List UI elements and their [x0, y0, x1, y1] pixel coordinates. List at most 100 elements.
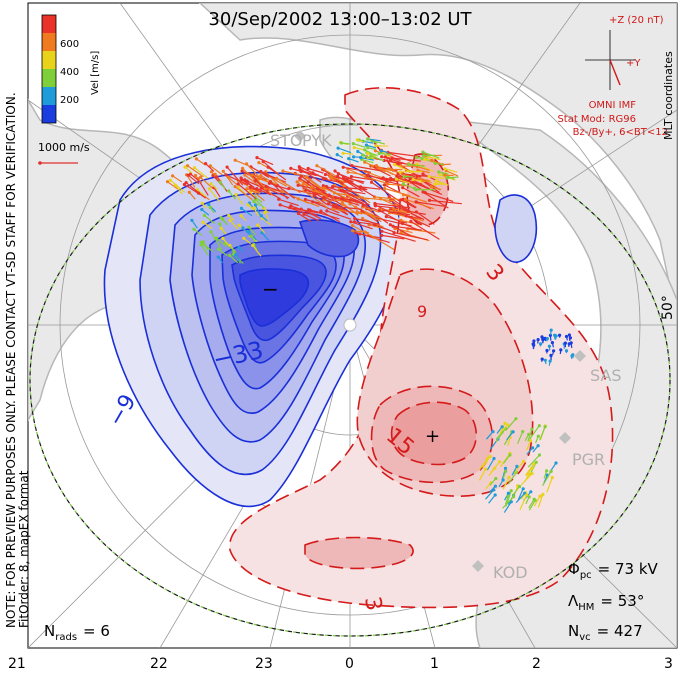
velocity-vector-origin — [334, 203, 338, 207]
velocity-vector — [187, 165, 204, 178]
velocity-vector-origin — [346, 170, 350, 174]
mlt-tick-23: 23 — [255, 656, 273, 672]
velocity-vector — [370, 165, 391, 177]
imf-y-label: +Y — [626, 58, 641, 69]
velocity-vector — [502, 496, 515, 509]
colorbar-label: Vel [m/s] — [90, 51, 101, 95]
velocity-vector-origin — [296, 197, 300, 201]
velocity-vector-origin — [213, 172, 217, 176]
velocity-vector-origin — [529, 439, 533, 443]
velocity-vector — [410, 220, 440, 240]
velocity-vector — [354, 147, 365, 151]
velocity-vector-origin — [201, 242, 206, 246]
velocity-vector — [298, 198, 320, 208]
velocity-vector — [517, 488, 524, 501]
mlt-tick-22: 22 — [150, 656, 168, 672]
velocity-vector — [313, 194, 328, 205]
velocity-vector-origin — [281, 169, 285, 173]
velocity-vector — [486, 458, 495, 471]
imf-model-line-2: Stat Mod: RG96 — [557, 114, 636, 125]
velocity-vector — [355, 232, 390, 244]
velocity-vector-origin — [430, 158, 434, 163]
velocity-vector-origin — [373, 203, 377, 207]
velocity-vector — [542, 470, 552, 487]
map-title: 30/Sep/2002 13:00–13:02 UT — [208, 9, 472, 30]
velocity-vector-origin — [529, 490, 533, 494]
velocity-vector-origin — [252, 206, 256, 210]
velocity-vector — [349, 203, 382, 223]
velocity-vector-origin — [251, 243, 255, 247]
velocity-vector-origin — [532, 339, 536, 343]
velocity-vector-origin — [233, 185, 237, 189]
velocity-vector — [172, 175, 183, 183]
velocity-vector — [478, 458, 489, 471]
velocity-vector — [185, 182, 200, 194]
velocity-vector-origin — [351, 142, 355, 146]
velocity-vector-origin — [186, 173, 190, 177]
velocity-vector-origin — [380, 155, 384, 159]
velocity-vector — [379, 152, 392, 156]
velocity-vector — [539, 426, 546, 441]
velocity-vector-origin — [309, 185, 314, 189]
velocity-vector — [426, 156, 441, 161]
velocity-vector-origin — [200, 201, 204, 205]
velocity-vector-origin — [412, 186, 417, 190]
velocity-vector-origin — [563, 341, 568, 345]
velocity-vector-origin — [256, 223, 260, 227]
colorbar-tick-200: 200 — [60, 95, 79, 106]
velocity-vector-origin — [326, 202, 330, 206]
velocity-vector-origin — [429, 185, 433, 189]
latitude-label: 50° — [660, 295, 676, 320]
station-label-pgr: PGR — [572, 450, 605, 469]
velocity-vector — [299, 166, 314, 174]
velocity-vector — [329, 175, 346, 184]
velocity-vector-origin — [241, 226, 245, 230]
stats-panel: Φpc = 73 kV ΛHM = 53° Nvc = 427 Nrads = 6 — [44, 560, 659, 643]
velocity-vector-origin — [361, 203, 365, 207]
velocity-vector — [356, 211, 382, 219]
velocity-vector-origin — [433, 161, 437, 165]
velocity-vector-origin — [339, 141, 343, 145]
velocity-vector — [351, 176, 376, 181]
velocity-vector — [200, 176, 213, 189]
velocity-vector — [343, 166, 372, 173]
velocity-vector-origin — [493, 466, 497, 470]
velocity-vector-origin — [351, 224, 355, 228]
velocity-vector — [366, 208, 389, 224]
velocity-vector-origin — [543, 358, 547, 362]
velocity-vector — [402, 222, 418, 231]
velocity-vector — [505, 418, 517, 432]
velocity-vector — [385, 156, 401, 161]
velocity-vector-origin — [518, 484, 522, 489]
velocity-vector-origin — [340, 197, 344, 201]
velocity-vector-origin — [267, 181, 271, 185]
velocity-vector — [213, 187, 221, 198]
velocity-vector-origin — [335, 153, 339, 157]
velocity-vector-origin — [343, 177, 347, 181]
station-markers — [294, 130, 586, 572]
velocity-vector-origin — [527, 432, 531, 436]
velocity-vector — [393, 210, 412, 219]
velocity-vector-origin — [374, 164, 379, 168]
velocity-vector-origin — [331, 185, 335, 189]
velocity-vector — [186, 174, 196, 188]
velocity-vector — [305, 189, 333, 199]
velocity-vector-origin — [547, 344, 552, 348]
velocity-vector-origin — [559, 348, 563, 352]
velocity-vector — [203, 243, 214, 253]
velocity-vector — [397, 177, 424, 186]
imf-model-line-1: OMNI IMF — [589, 100, 637, 111]
velocity-vector-origin — [492, 456, 496, 461]
velocity-vector — [251, 189, 265, 202]
velocity-vector-origin — [414, 155, 418, 159]
velocity-vector — [478, 468, 487, 481]
station-label-sas: SAS — [590, 366, 622, 385]
velocity-vector — [445, 168, 458, 173]
velocity-vector — [416, 211, 435, 225]
velocity-vector-origin — [199, 240, 203, 244]
velocity-vector-origin — [299, 169, 303, 174]
velocity-vector-origin — [349, 175, 353, 179]
imf-z-label: +Z (20 nT) — [609, 15, 664, 26]
phi-pc-stat: Φpc = 73 kV — [568, 560, 659, 581]
velocity-vector — [519, 494, 528, 511]
